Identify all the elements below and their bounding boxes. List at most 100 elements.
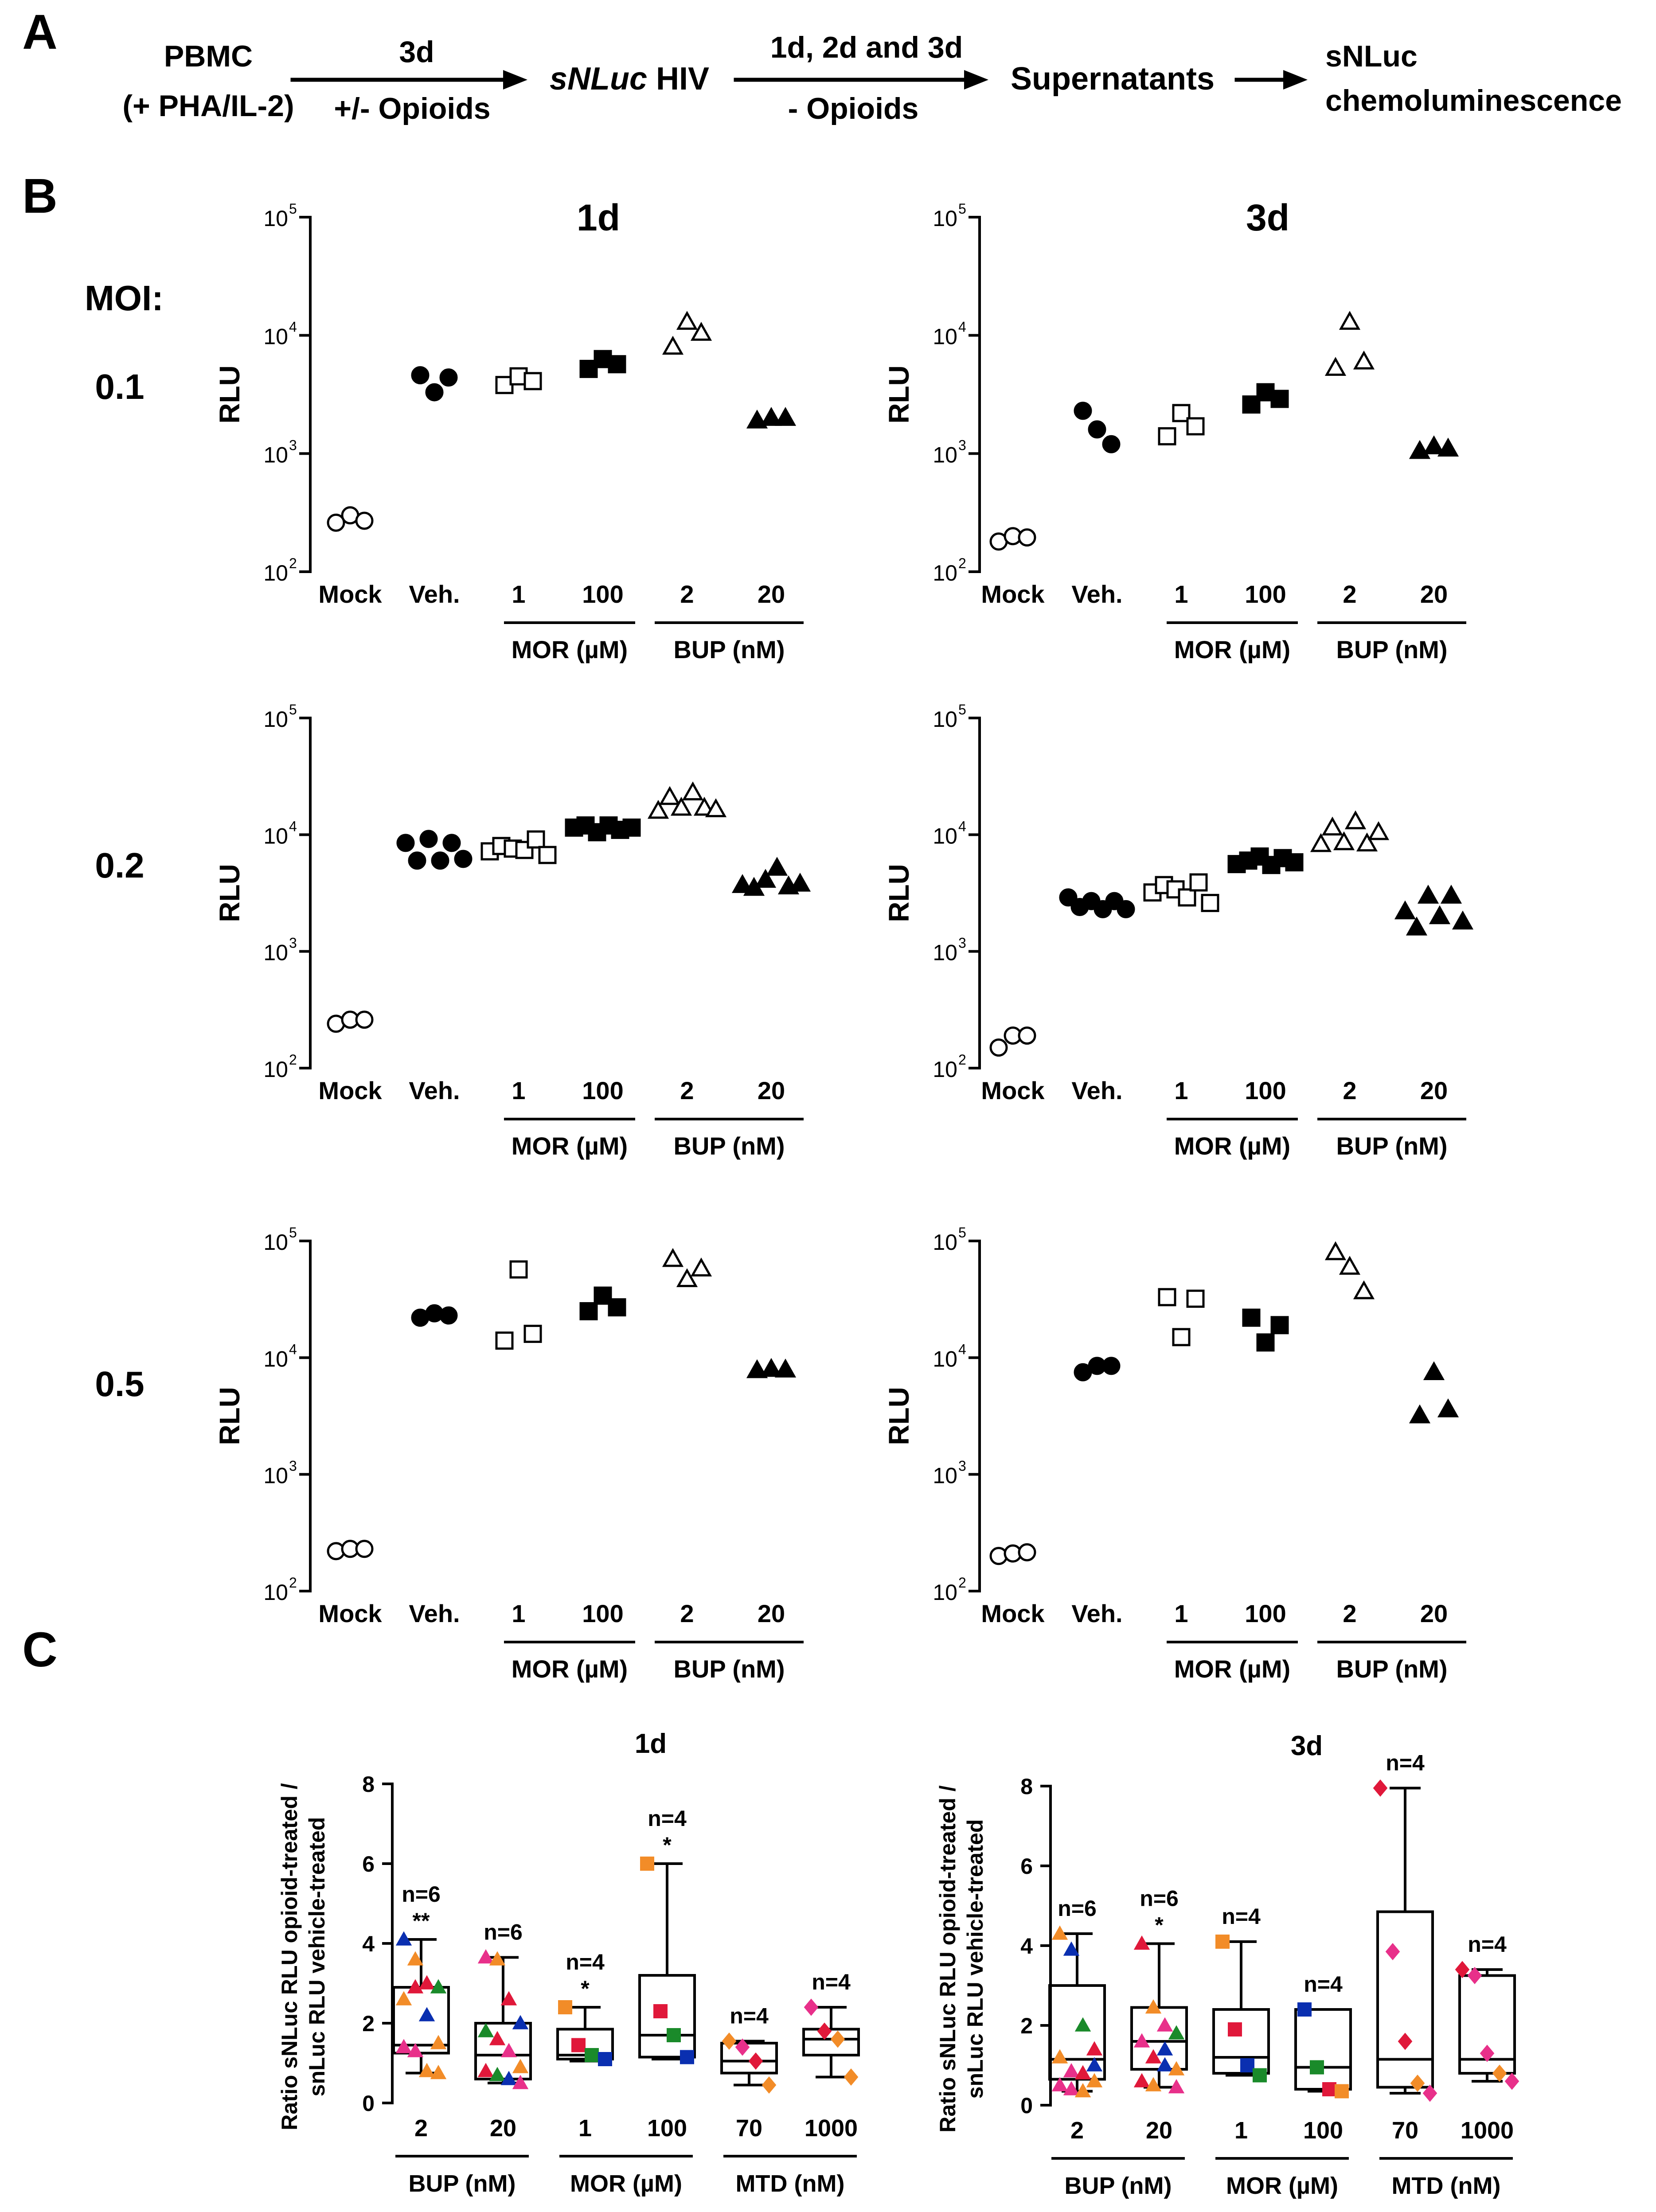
scatter-2-tick-exp-2: 4 [289, 818, 297, 834]
schematic-arrow-1-above: 3d [399, 35, 434, 69]
scatter-0-point-5-2 [774, 407, 797, 426]
scatter-3-point-4-2 [1333, 831, 1355, 850]
scatter-1-tick-label-2: 10 [933, 324, 957, 349]
scatter-0-point-4-1 [676, 311, 698, 330]
scatter-2-group-label-bup: BUP (nM) [674, 1132, 785, 1160]
box-0-ylabel-1: Ratio sNLuc RLU opioid-treated / [277, 1783, 302, 2130]
scatter-4-category-3: 100 [582, 1600, 623, 1627]
box-0-point-1-9 [489, 2067, 506, 2081]
box-1-point-4-4 [1422, 2084, 1437, 2102]
scatter-4-group-label-bup: BUP (nM) [674, 1655, 785, 1683]
box-0-point-1-4 [477, 2023, 494, 2037]
box-0-point-1-7 [512, 2059, 529, 2073]
scatter-2-tick-exp-0: 2 [289, 1052, 297, 1068]
box-1-point-1-2 [1156, 2017, 1173, 2032]
scatter-1-point-1-0 [1074, 402, 1092, 420]
scatter-2-point-1-0 [396, 834, 415, 852]
scatter-5-category-1: Veh. [1071, 1600, 1122, 1627]
box-0-category-4: 70 [736, 2115, 762, 2142]
scatter-0-title: 1d [577, 197, 620, 238]
scatter-1-point-4-1 [1339, 311, 1361, 330]
box-1-point-0-11 [1086, 2057, 1103, 2072]
box-1-n-2: n=4 [1222, 1904, 1261, 1929]
scatter-0-point-4-0 [662, 336, 684, 355]
box-1-category-5: 1000 [1461, 2117, 1514, 2144]
scatter-0-tick-exp-0: 2 [289, 555, 297, 571]
scatter-3-category-0: Mock [981, 1077, 1045, 1104]
scatter-1-tick-exp-2: 4 [958, 319, 966, 335]
scatter-0-tick-label-0: 10 [263, 561, 288, 585]
box-0-point-0-10 [418, 2063, 435, 2077]
scatter-1-point-1-1 [1088, 420, 1106, 439]
scatter-4-point-5-1 [760, 1358, 782, 1377]
schematic-step-pha: (+ PHA/IL-2) [122, 89, 294, 123]
schematic-step-snluc-hiv: sNLuc HIV [550, 61, 709, 97]
scatter-2-point-5-2 [754, 869, 777, 888]
box-0-tick-label-0: 0 [362, 2091, 375, 2116]
box-1-point-0-8 [1051, 2077, 1068, 2091]
box-0-point-1-11 [512, 2075, 529, 2089]
box-1-point-1-7 [1168, 2061, 1185, 2075]
scatter-5-category-5: 20 [1420, 1600, 1448, 1627]
box-1-category-2: 1 [1234, 2117, 1248, 2144]
scatter-4-group-label-mor: MOR (µM) [512, 1655, 628, 1683]
box-0-point-0-11 [430, 2064, 447, 2079]
box-0-tick-label-4: 8 [362, 1772, 375, 1797]
scatter-3-point-4-1 [1321, 816, 1344, 836]
scatter-3-tick-exp-2: 4 [958, 818, 966, 834]
scatter-4-point-4-0 [662, 1248, 684, 1267]
scatter-5-category-0: Mock [981, 1600, 1045, 1627]
scatter-5-tick-label-0: 10 [933, 1580, 957, 1605]
scatter-5-point-1-2 [1102, 1357, 1121, 1375]
box-0-point-3-3 [680, 2050, 694, 2064]
scatter-0-tick-label-3: 10 [263, 206, 288, 231]
scatter-2-point-5-5 [789, 873, 811, 892]
box-1-point-1-5 [1145, 2049, 1162, 2064]
box-0-group-label-1: MOR (µM) [570, 2170, 682, 2197]
box-1-category-3: 100 [1303, 2117, 1343, 2144]
scatter-1-title: 3d [1246, 197, 1289, 238]
scatter-1-point-2-0 [1158, 427, 1176, 445]
box-0-sig-2: * [581, 1976, 590, 2001]
box-1-point-3-3 [1335, 2084, 1349, 2099]
scatter-4-point-4-1 [676, 1268, 698, 1287]
schematic-arrow-2-above: 1d, 2d and 3d [770, 31, 963, 64]
box-0-point-4-0 [722, 2032, 737, 2050]
scatter-3-point-5-0 [1394, 900, 1416, 920]
scatter-2-category-4: 2 [680, 1077, 694, 1104]
scatter-2-point-5-3 [766, 857, 788, 876]
scatter-2-point-1-4 [442, 834, 461, 852]
box-1-category-1: 20 [1146, 2117, 1172, 2144]
box-1-tick-label-4: 8 [1020, 1774, 1033, 1799]
box-0-point-0-0 [395, 1931, 412, 1946]
scatter-3-tick-exp-0: 2 [958, 1052, 966, 1068]
box-0-point-2-1 [571, 2038, 586, 2052]
box-0-tick-label-2: 4 [362, 1931, 375, 1956]
scatter-4-point-1-2 [439, 1306, 458, 1325]
scatter-3-point-5-1 [1406, 917, 1428, 936]
scatter-2-tick-label-3: 10 [263, 707, 288, 732]
scatter-4-category-1: Veh. [409, 1600, 460, 1627]
scatter-0-point-2-2 [523, 372, 542, 390]
scatter-3-tick-label-1: 10 [933, 940, 957, 965]
scatter-2-point-3-5 [622, 818, 641, 837]
box-1-point-1-1 [1145, 1999, 1162, 2014]
scatter-3-point-0-0 [989, 1038, 1008, 1057]
box-1-point-1-9 [1145, 2077, 1162, 2091]
schematic-arrow-1-head [503, 70, 527, 90]
scatter-3-ylabel: RLU [883, 864, 915, 922]
scatter-4-category-2: 1 [512, 1600, 525, 1627]
box-0-point-0-9 [407, 2043, 424, 2057]
scatter-2-point-4-4 [693, 796, 715, 816]
box-1-point-5-1 [1467, 1966, 1482, 1985]
scatter-2-point-4-0 [647, 800, 669, 819]
box-0-ylabel-2: snLuc RLU vehicle-treated [305, 1817, 329, 2097]
scatter-1-category-0: Mock [981, 580, 1045, 608]
box-0-box-3 [638, 1974, 696, 2059]
box-1-point-5-4 [1504, 2072, 1519, 2090]
scatter-4-point-5-0 [746, 1359, 768, 1378]
scatter-2-point-1-5 [454, 850, 473, 868]
box-1-point-0-4 [1051, 2049, 1068, 2064]
scatter-2-tick-label-1: 10 [263, 940, 288, 965]
scatter-4-point-3-0 [579, 1302, 598, 1321]
